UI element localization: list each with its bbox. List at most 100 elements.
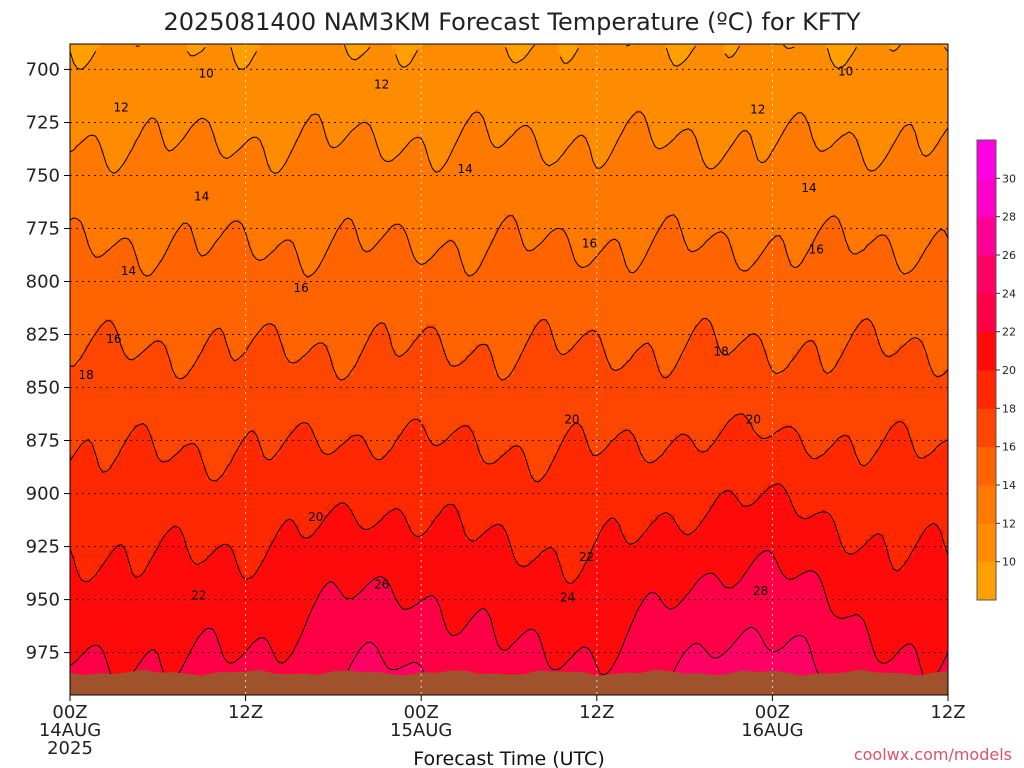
- temperature-cell: [187, 74, 192, 80]
- temperature-cell: [75, 505, 80, 511]
- temperature-cell: [221, 114, 226, 120]
- temperature-cell: [202, 515, 207, 521]
- temperature-cell: [197, 89, 202, 95]
- temperature-cell: [114, 555, 119, 561]
- temperature-cell: [153, 289, 158, 295]
- temperature-cell: [250, 570, 255, 576]
- temperature-cell: [197, 209, 202, 215]
- temperature-cell: [168, 540, 173, 546]
- temperature-cell: [168, 134, 173, 140]
- temperature-cell: [182, 289, 187, 295]
- temperature-cell: [153, 124, 158, 130]
- temperature-cell: [99, 475, 104, 481]
- temperature-cell: [104, 640, 109, 646]
- temperature-cell: [119, 44, 124, 50]
- temperature-cell: [148, 515, 153, 521]
- temperature-cell: [124, 405, 129, 411]
- temperature-cell: [129, 515, 134, 521]
- temperature-cell: [221, 199, 226, 205]
- temperature-cell: [221, 640, 226, 646]
- temperature-cell: [119, 395, 124, 401]
- temperature-cell: [216, 44, 221, 50]
- temperature-cell: [226, 475, 231, 481]
- temperature-cell: [109, 585, 114, 591]
- temperature-cell: [80, 199, 85, 205]
- temperature-cell: [129, 49, 134, 55]
- temperature-cell: [143, 104, 148, 110]
- temperature-cell: [202, 635, 207, 641]
- temperature-cell: [94, 610, 99, 616]
- temperature-cell: [182, 555, 187, 561]
- temperature-cell: [114, 475, 119, 481]
- temperature-cell: [250, 344, 255, 350]
- temperature-cell: [109, 114, 114, 120]
- temperature-cell: [177, 540, 182, 546]
- temperature-cell: [129, 89, 134, 95]
- temperature-cell: [104, 274, 109, 280]
- temperature-cell: [221, 620, 226, 626]
- temperature-cell: [143, 605, 148, 611]
- temperature-cell: [221, 94, 226, 100]
- temperature-cell: [119, 380, 124, 386]
- temperature-cell: [138, 635, 143, 641]
- temperature-cell: [177, 249, 182, 255]
- temperature-cell: [163, 309, 168, 315]
- temperature-cell: [153, 194, 158, 200]
- temperature-cell: [182, 259, 187, 265]
- temperature-cell: [104, 139, 109, 145]
- temperature-cell: [202, 455, 207, 461]
- temperature-cell: [172, 405, 177, 411]
- temperature-cell: [226, 645, 231, 651]
- temperature-cell: [153, 425, 158, 431]
- temperature-cell: [119, 219, 124, 225]
- temperature-cell: [70, 249, 75, 255]
- temperature-cell: [211, 299, 216, 305]
- temperature-cell: [177, 164, 182, 170]
- temperature-cell: [143, 515, 148, 521]
- temperature-cell: [138, 580, 143, 586]
- temperature-cell: [255, 269, 260, 275]
- temperature-cell: [231, 199, 236, 205]
- temperature-cell: [158, 184, 163, 190]
- temperature-cell: [114, 314, 119, 320]
- temperature-cell: [197, 460, 202, 466]
- temperature-cell: [148, 505, 153, 511]
- temperature-cell: [158, 510, 163, 516]
- temperature-cell: [250, 114, 255, 120]
- temperature-cell: [172, 610, 177, 616]
- temperature-cell: [75, 349, 80, 355]
- temperature-cell: [129, 405, 134, 411]
- temperature-cell: [207, 84, 212, 90]
- temperature-cell: [236, 415, 241, 421]
- temperature-cell: [104, 500, 109, 506]
- temperature-cell: [109, 59, 114, 65]
- temperature-cell: [216, 354, 221, 360]
- temperature-cell: [202, 550, 207, 556]
- temperature-cell: [129, 364, 134, 370]
- temperature-cell: [109, 89, 114, 95]
- temperature-cell: [177, 49, 182, 55]
- temperature-cell: [85, 104, 90, 110]
- temperature-cell: [158, 520, 163, 526]
- temperature-cell: [231, 665, 236, 671]
- temperature-cell: [236, 129, 241, 135]
- temperature-cell: [197, 470, 202, 476]
- temperature-cell: [177, 79, 182, 85]
- temperature-cell: [133, 169, 138, 175]
- temperature-cell: [187, 354, 192, 360]
- temperature-cell: [99, 490, 104, 496]
- temperature-cell: [80, 189, 85, 195]
- temperature-cell: [129, 339, 134, 345]
- temperature-cell: [231, 319, 236, 325]
- temperature-cell: [221, 269, 226, 275]
- temperature-cell: [221, 144, 226, 150]
- temperature-cell: [246, 264, 251, 270]
- temperature-cell: [246, 209, 251, 215]
- temperature-cell: [172, 560, 177, 566]
- temperature-cell: [182, 560, 187, 566]
- temperature-cell: [221, 179, 226, 185]
- temperature-cell: [143, 84, 148, 90]
- temperature-cell: [114, 505, 119, 511]
- temperature-cell: [246, 84, 251, 90]
- temperature-cell: [75, 284, 80, 290]
